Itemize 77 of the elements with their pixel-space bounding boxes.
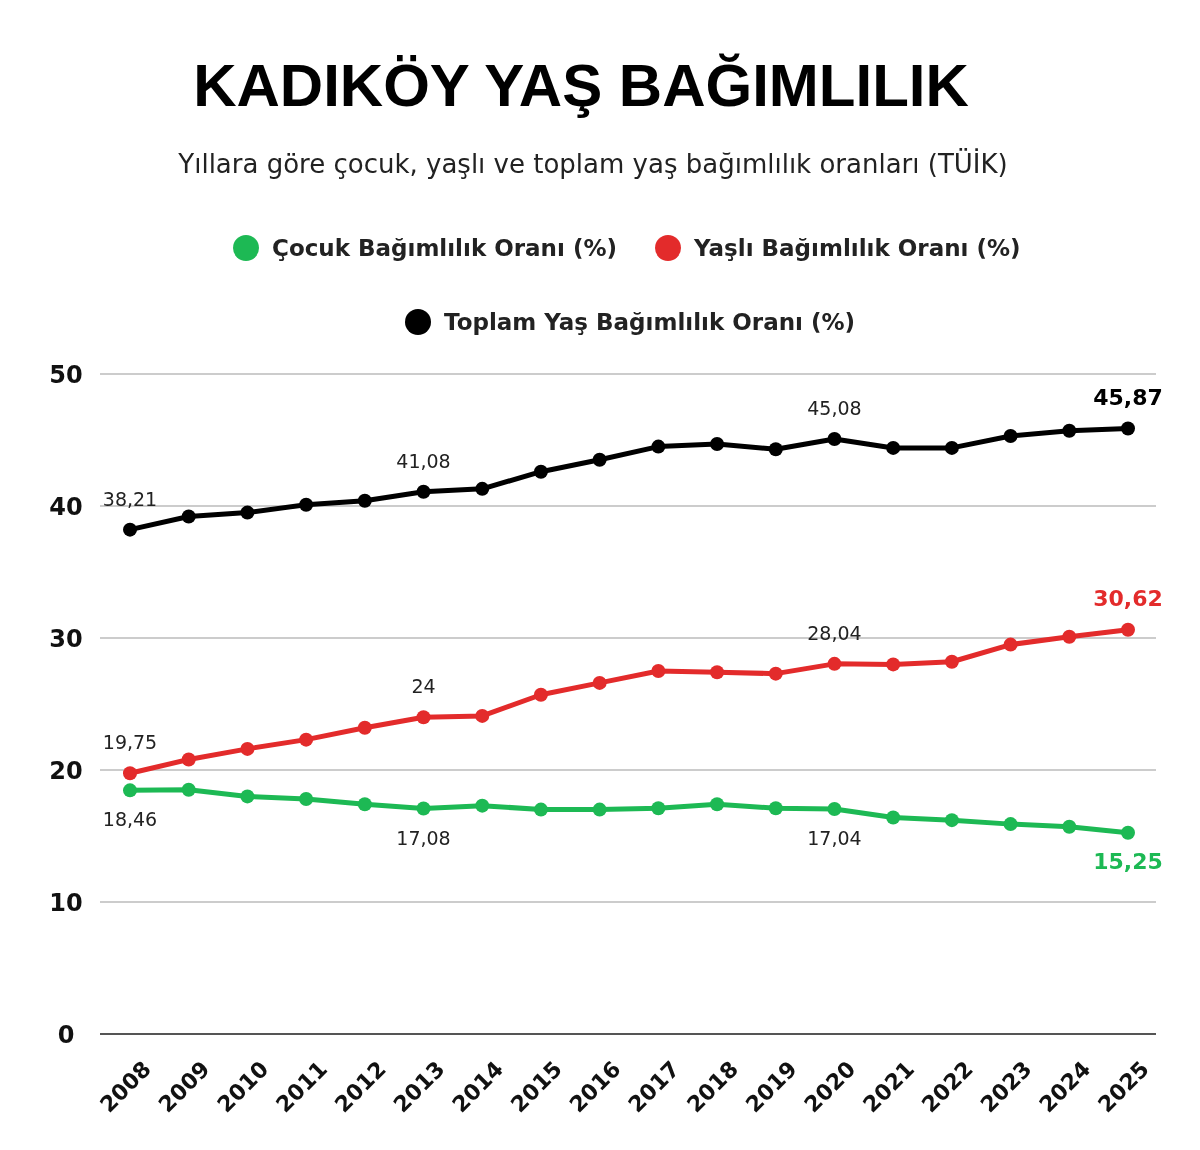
point [123, 783, 137, 798]
point [475, 798, 490, 813]
point [123, 766, 137, 781]
point [123, 522, 137, 537]
data-label: 28,04 [807, 621, 862, 644]
y-tick-label: 40 [49, 493, 83, 521]
point [181, 509, 196, 524]
point [240, 505, 255, 520]
point [886, 440, 901, 455]
point [827, 431, 842, 446]
point [886, 810, 901, 825]
point [592, 802, 607, 817]
legend-label: Toplam Yaş Bağımlılık Oranı (%) [444, 309, 855, 335]
point [592, 452, 607, 467]
y-tick-label: 0 [57, 1021, 75, 1049]
point [1121, 622, 1135, 637]
point [710, 436, 725, 451]
data-label: 19,75 [102, 731, 158, 754]
point [1062, 819, 1077, 834]
point [357, 797, 372, 812]
point [1003, 637, 1018, 652]
point [240, 741, 255, 756]
point [1121, 825, 1135, 840]
point [827, 656, 842, 671]
data-label: 38,21 [102, 487, 158, 510]
data-label: 15,25 [1093, 848, 1163, 874]
point [768, 442, 783, 457]
legend-label: Yaşlı Bağımlılık Oranı (%) [693, 235, 1021, 261]
point [768, 666, 783, 681]
point [651, 664, 666, 678]
point [710, 797, 725, 812]
point [1003, 817, 1018, 832]
point [651, 801, 666, 816]
point [1121, 421, 1135, 436]
point [768, 801, 783, 816]
data-label: 17,04 [807, 827, 862, 850]
point [827, 802, 842, 817]
data-label: 45,87 [1093, 384, 1163, 410]
point [416, 801, 431, 816]
point [944, 654, 959, 669]
data-label: 30,62 [1093, 585, 1163, 611]
point [357, 493, 372, 508]
point [533, 464, 548, 479]
point [299, 792, 314, 807]
legend-label: Çocuk Bağımlılık Oranı (%) [272, 235, 617, 261]
point [181, 752, 196, 767]
point [416, 710, 431, 725]
y-tick-label: 50 [49, 361, 83, 389]
point [416, 484, 431, 499]
point [475, 481, 490, 496]
point [357, 720, 372, 735]
data-label: 17,08 [396, 826, 451, 849]
point [299, 732, 314, 747]
point [240, 789, 255, 804]
point [533, 687, 548, 702]
point [299, 497, 314, 512]
data-label: 18,46 [102, 808, 158, 831]
point [1003, 429, 1018, 444]
point [533, 802, 548, 817]
data-label: 24 [411, 675, 436, 698]
point [651, 439, 666, 454]
y-tick-label: 30 [49, 625, 83, 653]
point [1062, 629, 1077, 644]
point [592, 675, 607, 690]
point [886, 657, 901, 672]
point [181, 782, 196, 797]
y-tick-label: 20 [49, 757, 83, 785]
point [710, 665, 725, 680]
y-tick-label: 10 [49, 889, 83, 917]
point [475, 708, 490, 723]
point [944, 813, 959, 828]
chart-subtitle: Yıllara göre çocuk, yaşlı ve toplam yaş bağımlılık oranları (TÜİK) [177, 148, 1008, 179]
point [944, 440, 959, 455]
point [1062, 423, 1077, 438]
chart-title: KADIKÖY YAŞ BAĞIMLILIK [193, 52, 969, 119]
data-label: 45,08 [807, 396, 862, 419]
data-label: 41,08 [396, 449, 451, 472]
